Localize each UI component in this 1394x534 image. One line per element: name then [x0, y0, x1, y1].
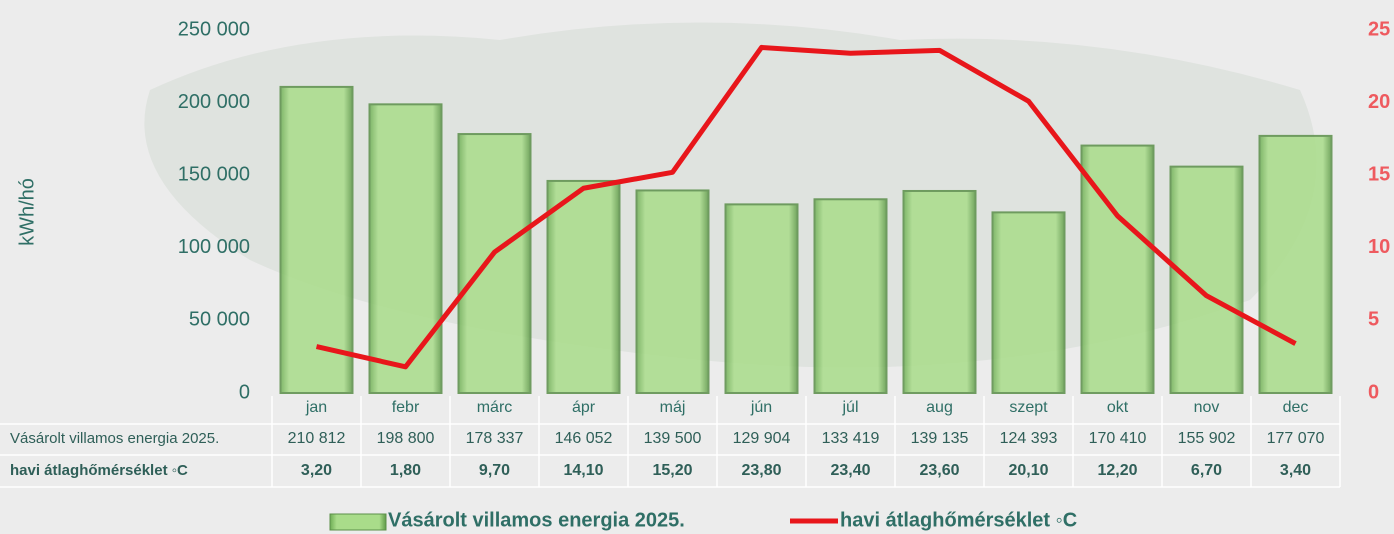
table-cell: 177 070 — [1267, 430, 1325, 447]
y2-tick-label: 10 — [1368, 236, 1390, 258]
table-cell: 23,60 — [919, 462, 959, 479]
table-cell: 12,20 — [1097, 462, 1137, 479]
line — [315, 44, 1297, 370]
table-cell: 124 393 — [1000, 430, 1058, 447]
table-cell: 14,10 — [563, 462, 603, 479]
legend-label: havi átlaghőmérséklet ◦C — [840, 509, 1077, 531]
table-cell: 210 812 — [288, 430, 346, 447]
x-tick-label: febr — [392, 399, 420, 416]
x-tick-label: márc — [477, 399, 513, 416]
bar — [279, 85, 354, 395]
bar — [1169, 165, 1244, 394]
table-row-label: havi átlaghőmérséklet ◦C — [10, 462, 188, 479]
legend-label: Vásárolt villamos energia 2025. — [388, 509, 685, 531]
y-tick-label: 50 000 — [189, 309, 250, 331]
bar — [546, 179, 621, 394]
y-tick-label: 200 000 — [178, 91, 250, 113]
y-axis-label: kWh/hó — [16, 178, 38, 246]
table-cell: 139 500 — [644, 430, 702, 447]
y2-tick-label: 15 — [1368, 163, 1390, 185]
table-cell: 198 800 — [377, 430, 435, 447]
x-tick-label: ápr — [572, 399, 596, 416]
table-cell: 23,80 — [741, 462, 781, 479]
y-tick-label: 0 — [239, 381, 250, 403]
table-cell: 155 902 — [1178, 430, 1236, 447]
x-tick-label: jún — [750, 399, 772, 416]
bar — [902, 189, 977, 394]
bar — [457, 133, 532, 394]
x-tick-label: okt — [1107, 399, 1129, 416]
table-cell: 15,20 — [652, 462, 692, 479]
y-tick-label: 150 000 — [178, 163, 250, 185]
table-cell: 6,70 — [1191, 462, 1222, 479]
y2-tick-label: 0 — [1368, 381, 1379, 403]
y2-tick-label: 20 — [1368, 91, 1390, 113]
x-tick-label: szept — [1009, 399, 1048, 416]
y-tick-label: 250 000 — [178, 18, 250, 40]
table-cell: 23,40 — [830, 462, 870, 479]
y2-tick-label: 25 — [1368, 18, 1390, 40]
y2-tick-label: 5 — [1368, 309, 1379, 331]
bar — [813, 198, 888, 394]
bar — [368, 103, 443, 394]
table-cell: 133 419 — [822, 430, 880, 447]
x-tick-label: júl — [841, 399, 858, 416]
table-cell: 3,40 — [1280, 462, 1311, 479]
table-cell: 178 337 — [466, 430, 524, 447]
x-tick-label: máj — [660, 399, 686, 416]
table-cell: 146 052 — [555, 430, 613, 447]
table-cell: 3,20 — [301, 462, 332, 479]
x-tick-label: dec — [1283, 399, 1309, 416]
x-tick-label: nov — [1194, 399, 1220, 416]
bar — [991, 211, 1066, 394]
y-tick-label: 100 000 — [178, 236, 250, 258]
legend-swatch — [329, 513, 387, 531]
table-cell: 20,10 — [1008, 462, 1048, 479]
table-row-label: Vásárolt villamos energia 2025. — [10, 430, 219, 447]
table-cell: 170 410 — [1089, 430, 1147, 447]
x-tick-label: jan — [305, 399, 327, 416]
bar — [635, 189, 710, 394]
x-tick-label: aug — [926, 399, 953, 416]
bar — [724, 203, 799, 394]
table-cell: 9,70 — [479, 462, 510, 479]
table-cell: 129 904 — [733, 430, 791, 447]
bar — [1258, 134, 1333, 395]
table-cell: 1,80 — [390, 462, 421, 479]
table-cell: 139 135 — [911, 430, 969, 447]
